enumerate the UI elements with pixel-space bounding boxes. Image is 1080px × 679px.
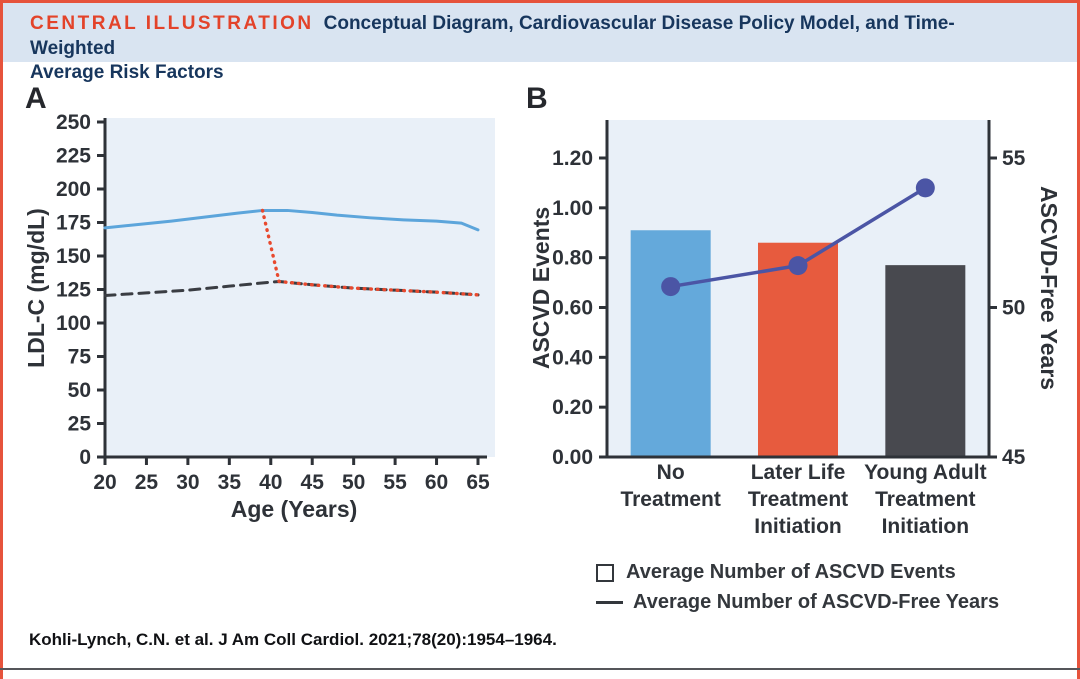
panel-a-plot-area bbox=[105, 118, 495, 457]
line-series-legend-icon bbox=[596, 600, 623, 605]
panel-a-x-axis-title: Age (Years) bbox=[231, 496, 358, 522]
panel-a-y-tick-label: 250 bbox=[56, 111, 91, 134]
panel-b-right-axis-title: ASCVD-Free Years bbox=[1036, 186, 1062, 390]
legend-label-ascvd-events: Average Number of ASCVD Events bbox=[626, 561, 956, 583]
figure-header: CENTRAL ILLUSTRATION Conceptual Diagram, … bbox=[3, 3, 1077, 83]
panel-a-y-tick-label: 125 bbox=[56, 279, 91, 302]
panel-a-line-chart: 0 25 50 75 100 125 150 175 200 225 250 20 25 30 35 40 45… bbox=[23, 111, 495, 522]
panel-a-label: A bbox=[25, 82, 47, 115]
bottom-rule bbox=[0, 668, 1080, 670]
panel-a-y-axis-title: LDL-C (mg/dL) bbox=[23, 208, 49, 368]
panel-a-series-no-treatment bbox=[103, 208, 480, 232]
panel-a-x-tick-label: 30 bbox=[176, 471, 199, 494]
panel-b-category-label: Later Life bbox=[751, 461, 846, 484]
panel-a-y-tick-label: 25 bbox=[68, 413, 92, 436]
panel-a-x-tick-label: 65 bbox=[466, 471, 490, 494]
panel-a-y-tick-label: 50 bbox=[68, 379, 91, 402]
line-marker-young-adult-treatment-initiation bbox=[915, 178, 935, 198]
bar-no-treatment bbox=[630, 230, 711, 457]
bar-young-adult-treatment-initiation bbox=[885, 265, 966, 457]
legend-item-ascvd-free-years: Average Number of ASCVD-Free Years bbox=[596, 591, 999, 614]
panel-b-category-label: No bbox=[657, 461, 685, 484]
bar-later-life-treatment-initiation bbox=[758, 242, 838, 457]
panel-a-y-tick-label: 200 bbox=[56, 178, 91, 201]
panel-b-left-tick-label: 0.00 bbox=[552, 446, 593, 469]
panel-b-left-axis-title: ASCVD Events bbox=[528, 207, 554, 369]
panel-a-x-tick-label: 55 bbox=[383, 471, 407, 494]
panel-b-category-label: Young Adult bbox=[864, 461, 986, 484]
panel-b-axes bbox=[599, 120, 997, 459]
panel-b-right-tick-label: 45 bbox=[1002, 446, 1026, 469]
legend-item-ascvd-events: Average Number of ASCVD Events bbox=[596, 561, 999, 584]
panel-b-left-tick-label: 1.20 bbox=[552, 147, 593, 170]
legend-label-ascvd-free-years: Average Number of ASCVD-Free Years bbox=[633, 591, 1000, 613]
panel-a-series-later-life-initiation bbox=[260, 208, 480, 297]
header-title-line1: Conceptual Diagram, Cardiovascular Disea… bbox=[30, 13, 955, 59]
panel-b-category-label: Initiation bbox=[754, 515, 842, 538]
panel-b-category-label: Treatment bbox=[875, 488, 975, 511]
panel-a-y-tick-label: 175 bbox=[56, 212, 91, 235]
panel-b-category-label: Initiation bbox=[882, 515, 970, 538]
line-marker-no-treatment bbox=[661, 277, 681, 297]
panel-b-left-tick-label: 0.60 bbox=[552, 297, 593, 320]
bar-series-legend-icon bbox=[596, 563, 614, 582]
chart-b-legend: Average Number of ASCVD Events Average N… bbox=[596, 561, 999, 614]
panel-a-x-tick-label: 60 bbox=[425, 471, 448, 494]
panel-a-y-tick-label: 150 bbox=[56, 245, 91, 268]
panel-b-label: B bbox=[526, 82, 548, 115]
panel-a-x-tick-label: 25 bbox=[135, 471, 159, 494]
panel-a-axes bbox=[97, 118, 487, 465]
panel-b-right-tick-label: 50 bbox=[1002, 297, 1025, 320]
panel-a-x-tick-label: 45 bbox=[301, 471, 325, 494]
panel-b-left-tick-label: 0.80 bbox=[552, 247, 593, 270]
panel-a-x-tick-label: 20 bbox=[93, 471, 116, 494]
panel-b-left-tick-label: 1.00 bbox=[552, 197, 593, 220]
citation: Kohli-Lynch, C.N. et al. J Am Coll Cardi… bbox=[29, 630, 557, 649]
panel-b-category-label: Treatment bbox=[620, 488, 720, 511]
line-marker-later-life-treatment-initiation bbox=[788, 256, 808, 276]
panel-a-x-tick-label: 40 bbox=[259, 471, 282, 494]
panel-a-y-tick-label: 75 bbox=[68, 346, 92, 369]
panel-b-right-tick-label: 55 bbox=[1002, 147, 1026, 170]
panel-a-y-tick-label: 0 bbox=[79, 446, 91, 469]
header-kicker: CENTRAL ILLUSTRATION bbox=[30, 13, 314, 34]
header-title-line2: Average Risk Factors bbox=[30, 62, 224, 84]
panel-a-y-tick-label: 100 bbox=[56, 312, 91, 335]
panel-a-y-tick-label: 225 bbox=[56, 145, 91, 168]
panel-b-bar-line-chart: 0.00 0.20 0.40 0.60 0.80 1.00 1.20 45 50 55 No Trea… bbox=[528, 120, 1062, 538]
panel-b-category-label: Treatment bbox=[748, 488, 848, 511]
panel-a-x-tick-label: 35 bbox=[218, 471, 242, 494]
panel-a-x-tick-label: 50 bbox=[342, 471, 365, 494]
panel-b-left-tick-label: 0.40 bbox=[552, 346, 593, 369]
panel-b-left-tick-label: 0.20 bbox=[552, 396, 593, 419]
